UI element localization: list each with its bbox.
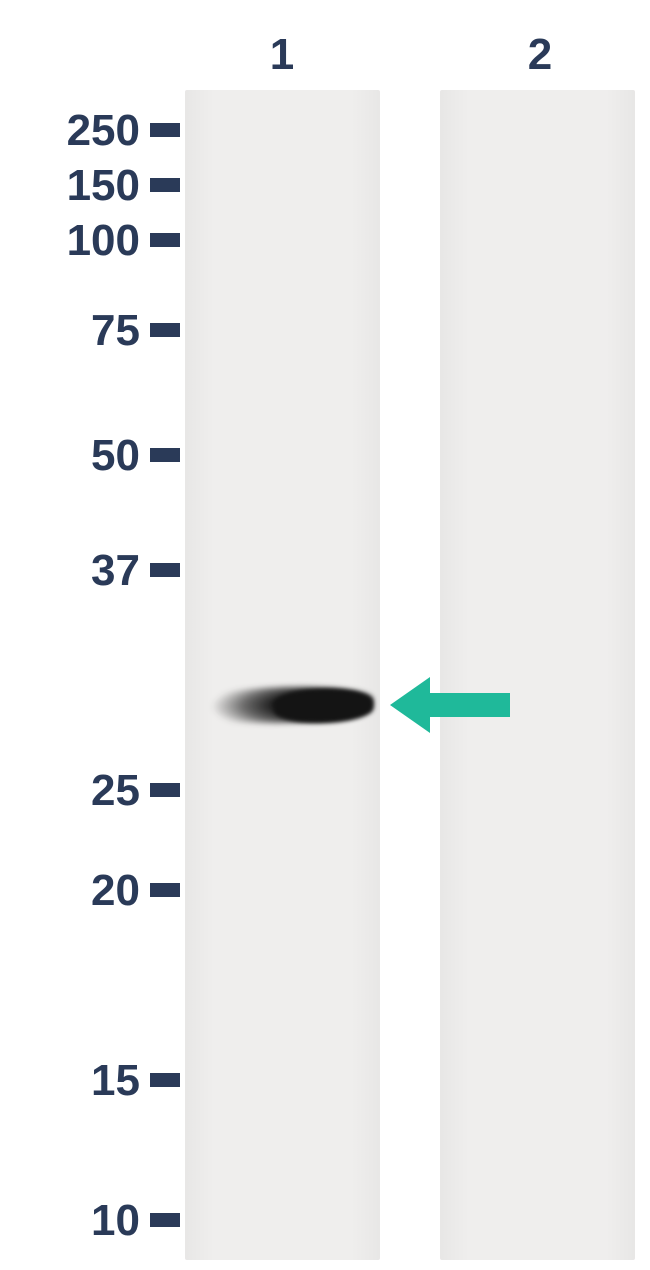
- marker-label-37: 37: [91, 546, 140, 596]
- marker-label-10: 10: [91, 1196, 140, 1246]
- target-arrow-icon: [390, 677, 510, 733]
- marker-tick-250: [150, 123, 180, 137]
- marker-tick-50: [150, 448, 180, 462]
- marker-label-25: 25: [91, 766, 140, 816]
- marker-label-20: 20: [91, 866, 140, 916]
- marker-label-100: 100: [67, 216, 140, 266]
- marker-label-250: 250: [67, 106, 140, 156]
- marker-tick-150: [150, 178, 180, 192]
- marker-label-50: 50: [91, 431, 140, 481]
- marker-label-150: 150: [67, 161, 140, 211]
- marker-label-75: 75: [91, 306, 140, 356]
- lane-label-1: 1: [252, 30, 312, 80]
- marker-label-15: 15: [91, 1056, 140, 1106]
- lane-label-2: 2: [510, 30, 570, 80]
- marker-tick-25: [150, 783, 180, 797]
- marker-tick-37: [150, 563, 180, 577]
- lane-1: [185, 90, 380, 1260]
- lane-2: [440, 90, 635, 1260]
- marker-tick-20: [150, 883, 180, 897]
- marker-tick-100: [150, 233, 180, 247]
- marker-tick-75: [150, 323, 180, 337]
- blot-figure: 1 2 250150100 75 50 37 25 20 15 10: [0, 0, 650, 1270]
- marker-tick-10: [150, 1213, 180, 1227]
- marker-tick-15: [150, 1073, 180, 1087]
